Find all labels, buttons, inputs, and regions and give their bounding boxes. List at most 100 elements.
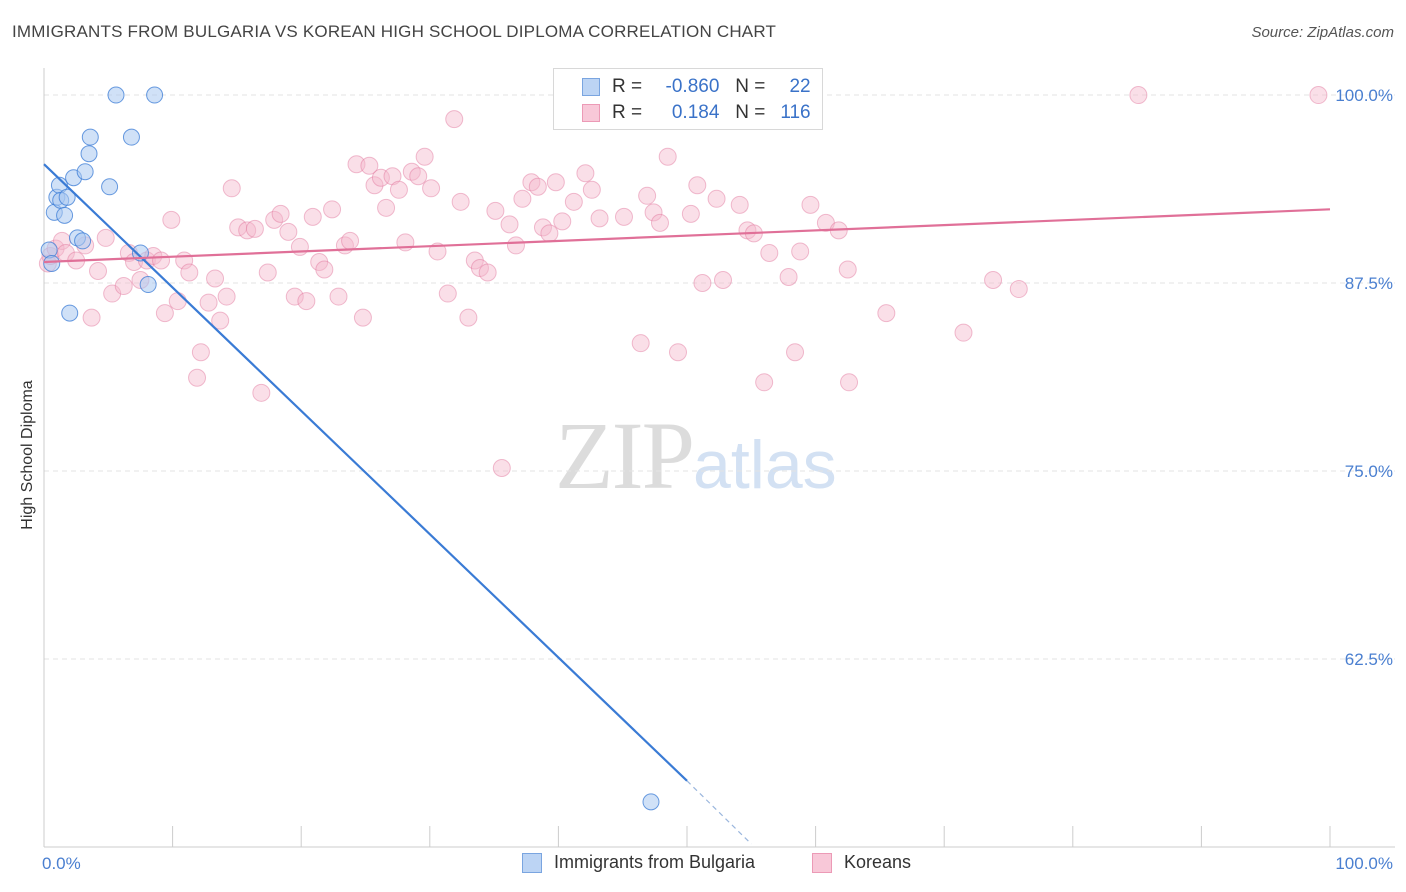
data-point-korean bbox=[714, 271, 733, 290]
data-point-bulgaria bbox=[56, 206, 74, 224]
data-point-korean bbox=[707, 189, 726, 208]
data-point-bulgaria bbox=[43, 254, 61, 272]
legend-item-bulgaria[interactable]: Immigrants from Bulgaria bbox=[522, 852, 755, 873]
data-point-korean bbox=[528, 177, 547, 196]
trend-lines bbox=[43, 163, 1331, 845]
data-point-korean bbox=[791, 242, 810, 261]
correlation-legend: R = -0.860 N = 22 R = 0.184 N = 116 bbox=[553, 68, 823, 130]
data-point-bulgaria bbox=[139, 276, 157, 294]
data-point-korean bbox=[738, 221, 757, 240]
data-point-korean bbox=[478, 263, 497, 282]
y-tick-label: 100.0% bbox=[1335, 86, 1393, 105]
data-point-korean bbox=[168, 292, 187, 311]
data-point-bulgaria bbox=[74, 232, 92, 250]
data-point-bulgaria bbox=[61, 304, 79, 322]
data-point-korean bbox=[582, 180, 601, 199]
data-point-korean bbox=[96, 228, 115, 247]
data-point-korean bbox=[347, 155, 366, 174]
data-point-korean bbox=[438, 284, 457, 303]
data-point-korean bbox=[533, 218, 552, 237]
data-point-bulgaria bbox=[146, 86, 164, 104]
legend-r-label: R = bbox=[612, 102, 643, 123]
data-point-korean bbox=[377, 198, 396, 217]
data-point-korean bbox=[341, 231, 360, 250]
data-point-bulgaria bbox=[101, 178, 119, 196]
data-point-korean bbox=[191, 343, 210, 362]
data-point-korean bbox=[470, 258, 489, 277]
watermark-zip: ZIP bbox=[555, 402, 695, 509]
data-point-korean bbox=[1009, 280, 1028, 299]
data-point-korean bbox=[323, 200, 342, 219]
y-tick-label: 75.0% bbox=[1345, 462, 1393, 481]
legend-r-value: 0.184 bbox=[671, 102, 720, 123]
legend-row-koreans: R = 0.184 N = 116 bbox=[554, 100, 811, 126]
data-point-korean bbox=[546, 173, 565, 192]
data-point-korean bbox=[513, 189, 532, 208]
data-point-korean bbox=[229, 218, 248, 237]
data-point-korean bbox=[840, 373, 859, 392]
data-point-korean bbox=[409, 167, 428, 186]
watermark-atlas: atlas bbox=[693, 427, 837, 503]
trend-line-koreans bbox=[43, 208, 1331, 264]
legend-r-label: R = bbox=[612, 76, 643, 97]
data-point-korean bbox=[162, 210, 181, 229]
data-point-korean bbox=[238, 221, 257, 240]
data-point-korean bbox=[310, 252, 329, 271]
data-point-korean bbox=[265, 210, 284, 229]
data-point-korean bbox=[258, 263, 277, 282]
data-point-korean bbox=[206, 269, 225, 288]
data-point-korean bbox=[638, 186, 657, 205]
data-point-korean bbox=[506, 236, 525, 255]
data-point-korean bbox=[522, 173, 541, 192]
data-point-korean bbox=[82, 308, 101, 327]
x-tick-label: 0.0% bbox=[42, 854, 81, 873]
data-point-korean bbox=[984, 271, 1003, 290]
data-point-korean bbox=[245, 219, 264, 238]
y-tick-label: 62.5% bbox=[1345, 650, 1393, 669]
data-point-korean bbox=[152, 251, 171, 270]
data-point-bulgaria bbox=[58, 188, 76, 206]
data-point-korean bbox=[315, 260, 334, 279]
data-point-korean bbox=[360, 156, 379, 175]
series-koreans bbox=[38, 86, 1328, 478]
data-point-korean bbox=[211, 311, 230, 330]
data-point-korean bbox=[451, 192, 470, 211]
x-tick-label: 100.0% bbox=[1335, 854, 1393, 873]
data-point-korean bbox=[222, 179, 241, 198]
data-point-korean bbox=[415, 147, 434, 166]
data-point-korean bbox=[114, 277, 133, 296]
source-credit: Source: ZipAtlas.com bbox=[1251, 24, 1394, 41]
data-point-korean bbox=[954, 323, 973, 342]
data-point-korean bbox=[279, 222, 298, 241]
data-point-korean bbox=[553, 212, 572, 231]
data-point-korean bbox=[180, 263, 199, 282]
data-point-bulgaria bbox=[81, 128, 99, 146]
data-point-korean bbox=[271, 204, 290, 223]
data-point-korean bbox=[383, 167, 402, 186]
data-point-korean bbox=[290, 237, 309, 256]
data-point-bulgaria bbox=[76, 163, 94, 181]
data-point-korean bbox=[155, 304, 174, 323]
tick-labels: 62.5% 75.0% 87.5% 100.0% 0.0% 100.0% bbox=[42, 86, 1393, 873]
data-point-korean bbox=[371, 168, 390, 187]
legend-r-value: -0.860 bbox=[665, 76, 720, 97]
data-point-korean bbox=[540, 224, 559, 243]
legend-row-bulgaria: R = -0.860 N = 22 bbox=[554, 74, 811, 100]
legend-n-label: N = bbox=[735, 102, 766, 123]
data-point-korean bbox=[402, 162, 421, 181]
legend-swatch-pink bbox=[582, 104, 600, 122]
data-point-korean bbox=[877, 304, 896, 323]
legend-item-koreans[interactable]: Koreans bbox=[812, 852, 911, 873]
data-point-korean bbox=[389, 180, 408, 199]
legend-n-value: 22 bbox=[789, 76, 811, 97]
data-point-korean bbox=[688, 176, 707, 195]
data-point-korean bbox=[576, 164, 595, 183]
data-point-korean bbox=[252, 383, 271, 402]
data-point-korean bbox=[644, 203, 663, 222]
data-point-korean bbox=[668, 343, 687, 362]
data-point-korean bbox=[199, 293, 218, 312]
data-point-korean bbox=[801, 195, 820, 214]
data-point-korean bbox=[760, 243, 779, 262]
data-point-korean bbox=[693, 274, 712, 293]
